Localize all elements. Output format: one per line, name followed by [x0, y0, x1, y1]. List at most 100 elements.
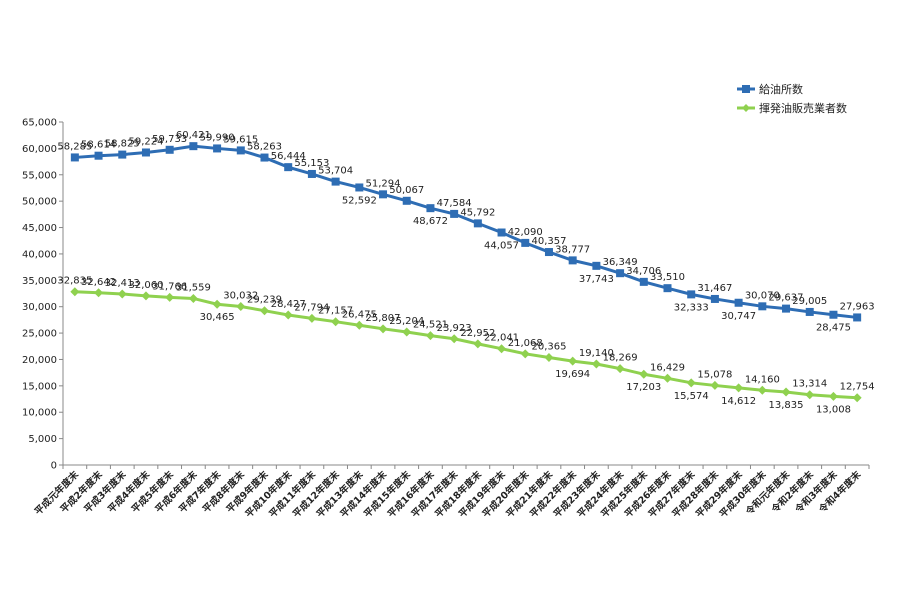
legend-label: 給油所数	[759, 82, 803, 96]
data-label: 40,357	[531, 236, 566, 247]
data-point	[853, 313, 862, 322]
y-tick-label: 20,000	[22, 355, 57, 366]
data-point	[307, 313, 317, 323]
data-point	[236, 146, 245, 155]
data-label: 31,559	[176, 282, 211, 293]
data-point	[236, 302, 246, 312]
data-point	[118, 150, 127, 159]
data-label: 33,510	[650, 272, 685, 283]
data-point	[591, 359, 601, 369]
data-point	[70, 287, 80, 297]
data-point	[663, 284, 672, 293]
data-point	[402, 196, 411, 205]
data-label: 17,203	[626, 382, 661, 393]
data-label: 47,584	[437, 198, 472, 209]
data-point	[212, 299, 222, 309]
data-label: 60,421	[176, 130, 211, 141]
data-label: 15,574	[674, 391, 709, 402]
data-point	[331, 317, 341, 327]
data-label: 59,615	[223, 134, 258, 145]
data-label: 22,952	[460, 328, 495, 339]
data-label: 28,475	[816, 323, 851, 334]
data-point	[70, 153, 79, 162]
data-label: 37,743	[579, 274, 614, 285]
data-point	[189, 142, 198, 151]
data-point	[687, 290, 696, 299]
data-label: 42,090	[508, 227, 543, 238]
data-point	[828, 391, 838, 401]
series-line-2	[74, 290, 858, 400]
data-label: 32,333	[674, 302, 709, 313]
data-point	[426, 204, 435, 213]
data-label: 36,349	[603, 257, 638, 268]
data-point	[639, 369, 649, 379]
data-label: 50,067	[389, 185, 424, 196]
data-point	[592, 261, 601, 270]
legend-label: 揮発油販売業者数	[759, 101, 847, 115]
data-label: 29,239	[247, 295, 282, 306]
y-tick-label: 30,000	[22, 302, 57, 313]
data-point	[852, 393, 862, 403]
data-point	[94, 288, 104, 298]
data-label: 19,694	[555, 369, 590, 380]
y-tick-label: 10,000	[22, 408, 57, 419]
data-point	[568, 256, 577, 265]
data-label: 20,365	[531, 342, 566, 353]
data-label: 13,314	[792, 379, 827, 390]
data-label: 38,777	[555, 244, 590, 255]
data-label: 58,614	[81, 140, 116, 151]
series-line-1	[74, 144, 858, 319]
data-point	[757, 385, 767, 395]
data-point	[616, 269, 625, 278]
data-point	[544, 248, 553, 257]
data-point	[284, 163, 293, 172]
data-label: 59,990	[200, 132, 235, 143]
data-label: 32,413	[105, 278, 140, 289]
data-point	[165, 145, 174, 154]
data-point	[473, 219, 482, 228]
data-label: 23,923	[437, 323, 472, 334]
data-label: 53,704	[318, 166, 353, 177]
data-label: 51,294	[366, 178, 401, 189]
data-label: 30,070	[745, 290, 780, 301]
data-point	[331, 177, 340, 186]
data-point	[307, 169, 316, 178]
data-label: 58,825	[105, 139, 140, 150]
data-label: 19,140	[579, 348, 614, 359]
y-tick-label: 5,000	[28, 434, 57, 445]
data-point	[402, 327, 412, 337]
legend-marker	[742, 104, 750, 112]
data-point	[805, 307, 814, 316]
data-label: 25,807	[366, 313, 401, 324]
data-label: 16,429	[650, 362, 685, 373]
data-label: 34,706	[626, 266, 661, 277]
data-point	[663, 373, 672, 383]
data-point	[781, 387, 791, 397]
data-label: 58,263	[247, 142, 282, 153]
y-tick-label: 40,000	[22, 249, 57, 260]
data-point	[615, 364, 625, 374]
data-label: 55,153	[294, 158, 329, 169]
y-tick-label: 0	[51, 461, 57, 472]
data-point	[260, 306, 269, 316]
data-label: 26,475	[342, 309, 377, 320]
data-point	[521, 238, 530, 247]
data-label: 14,612	[721, 396, 756, 407]
data-label: 12,754	[840, 382, 875, 393]
data-point	[544, 353, 554, 363]
data-point	[450, 209, 459, 218]
y-tick-label: 15,000	[22, 381, 57, 392]
data-point	[165, 292, 175, 302]
data-point	[378, 324, 388, 334]
data-label: 30,747	[721, 311, 756, 322]
data-label: 30,465	[200, 312, 235, 323]
data-point	[449, 334, 459, 344]
data-label: 32,642	[81, 277, 116, 288]
data-point	[141, 291, 151, 301]
data-point	[710, 294, 719, 303]
data-label: 59,733	[152, 134, 187, 145]
data-label: 56,444	[271, 151, 306, 162]
y-tick-label: 65,000	[22, 118, 57, 129]
data-label: 31,766	[152, 281, 187, 292]
data-point	[782, 304, 791, 313]
